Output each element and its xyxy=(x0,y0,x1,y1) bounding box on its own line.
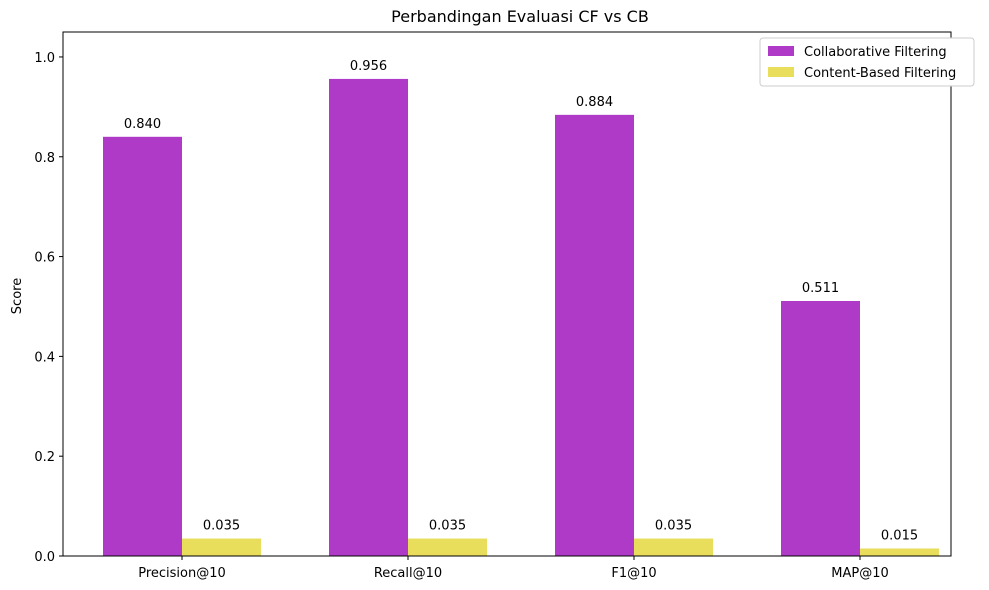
x-tick-label: Precision@10 xyxy=(138,566,226,581)
legend-swatch-cf xyxy=(768,46,794,56)
bar-cf xyxy=(103,136,182,557)
chart-title: Perbandingan Evaluasi CF vs CB xyxy=(391,7,649,26)
x-tick-label: Recall@10 xyxy=(374,566,442,581)
plot-frame xyxy=(62,31,952,557)
y-tick-label: 0.8 xyxy=(34,151,55,166)
y-tick-label: 0.0 xyxy=(34,550,55,565)
data-label-cb: 0.035 xyxy=(429,519,466,534)
x-tick-label: F1@10 xyxy=(611,566,656,581)
bar-cf xyxy=(329,78,408,557)
bar-cf xyxy=(781,300,860,556)
data-label-cf: 0.511 xyxy=(802,281,839,296)
data-label-cb: 0.035 xyxy=(655,519,692,534)
legend-label-cf: Collaborative Filtering xyxy=(804,45,947,60)
x-tick-label: MAP@10 xyxy=(831,566,889,581)
data-label-cf: 0.884 xyxy=(576,95,613,110)
bar-cb xyxy=(408,538,487,556)
y-axis-label: Score xyxy=(10,278,25,314)
y-tick-label: 0.6 xyxy=(34,251,55,266)
legend: Collaborative Filtering Content-Based Fi… xyxy=(759,37,975,87)
y-tick-label: 0.2 xyxy=(34,450,55,465)
legend-swatch-cb xyxy=(768,67,794,77)
y-tick-label: 0.4 xyxy=(34,350,55,365)
bar-cb xyxy=(634,538,713,556)
bar-cb xyxy=(860,548,939,556)
data-label-cf: 0.840 xyxy=(124,117,161,132)
data-label-cb: 0.035 xyxy=(203,519,240,534)
legend-box xyxy=(759,37,975,87)
y-tick-label: 1.0 xyxy=(34,51,55,66)
data-label-cf: 0.956 xyxy=(350,59,387,74)
legend-label-cb: Content-Based Filtering xyxy=(804,66,956,81)
plot-area: 0.0 0.2 0.4 0.6 0.8 1.0 0.840 0.035 Precision@10… xyxy=(34,51,939,581)
data-label-cb: 0.015 xyxy=(881,529,918,544)
bar-cf xyxy=(555,114,634,556)
bar-cb xyxy=(182,538,261,556)
